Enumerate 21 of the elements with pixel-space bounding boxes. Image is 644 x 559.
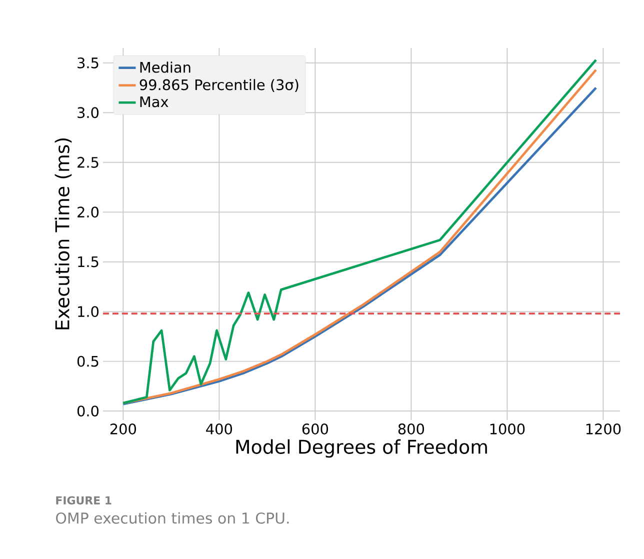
- text: FIGURE 1: [56, 496, 112, 504]
- y-tick-label: 0.5: [77, 356, 98, 367]
- x-tick-label: 1200: [586, 424, 621, 434]
- text: OMP execution times on 1 CPU.: [56, 512, 289, 524]
- legend-label: Median: [140, 62, 190, 73]
- x-tick-label: 200: [110, 424, 136, 434]
- x-tick-label: 600: [302, 424, 328, 434]
- y-tick-label: 1.0: [78, 306, 99, 318]
- y-tick-label: 2.5: [78, 156, 98, 168]
- y-axis-title: Execution Time (ms): [54, 138, 72, 330]
- y-tick-label: 2.0: [78, 206, 99, 218]
- legend-label: Max: [140, 96, 168, 108]
- y-tick-label: 3.0: [78, 107, 99, 118]
- x-tick-label: 400: [206, 424, 232, 434]
- y-tick-label: 0.0: [77, 406, 99, 417]
- x-tick-label: 1000: [490, 424, 525, 434]
- x-axis-title: Model Degrees of Freedom: [236, 439, 487, 458]
- y-tick-label: 3.5: [78, 57, 98, 68]
- legend-label: 99.865 Percentile (3σ): [140, 79, 298, 92]
- x-tick-label: 800: [398, 424, 424, 434]
- y-tick-label: 1.5: [78, 256, 98, 268]
